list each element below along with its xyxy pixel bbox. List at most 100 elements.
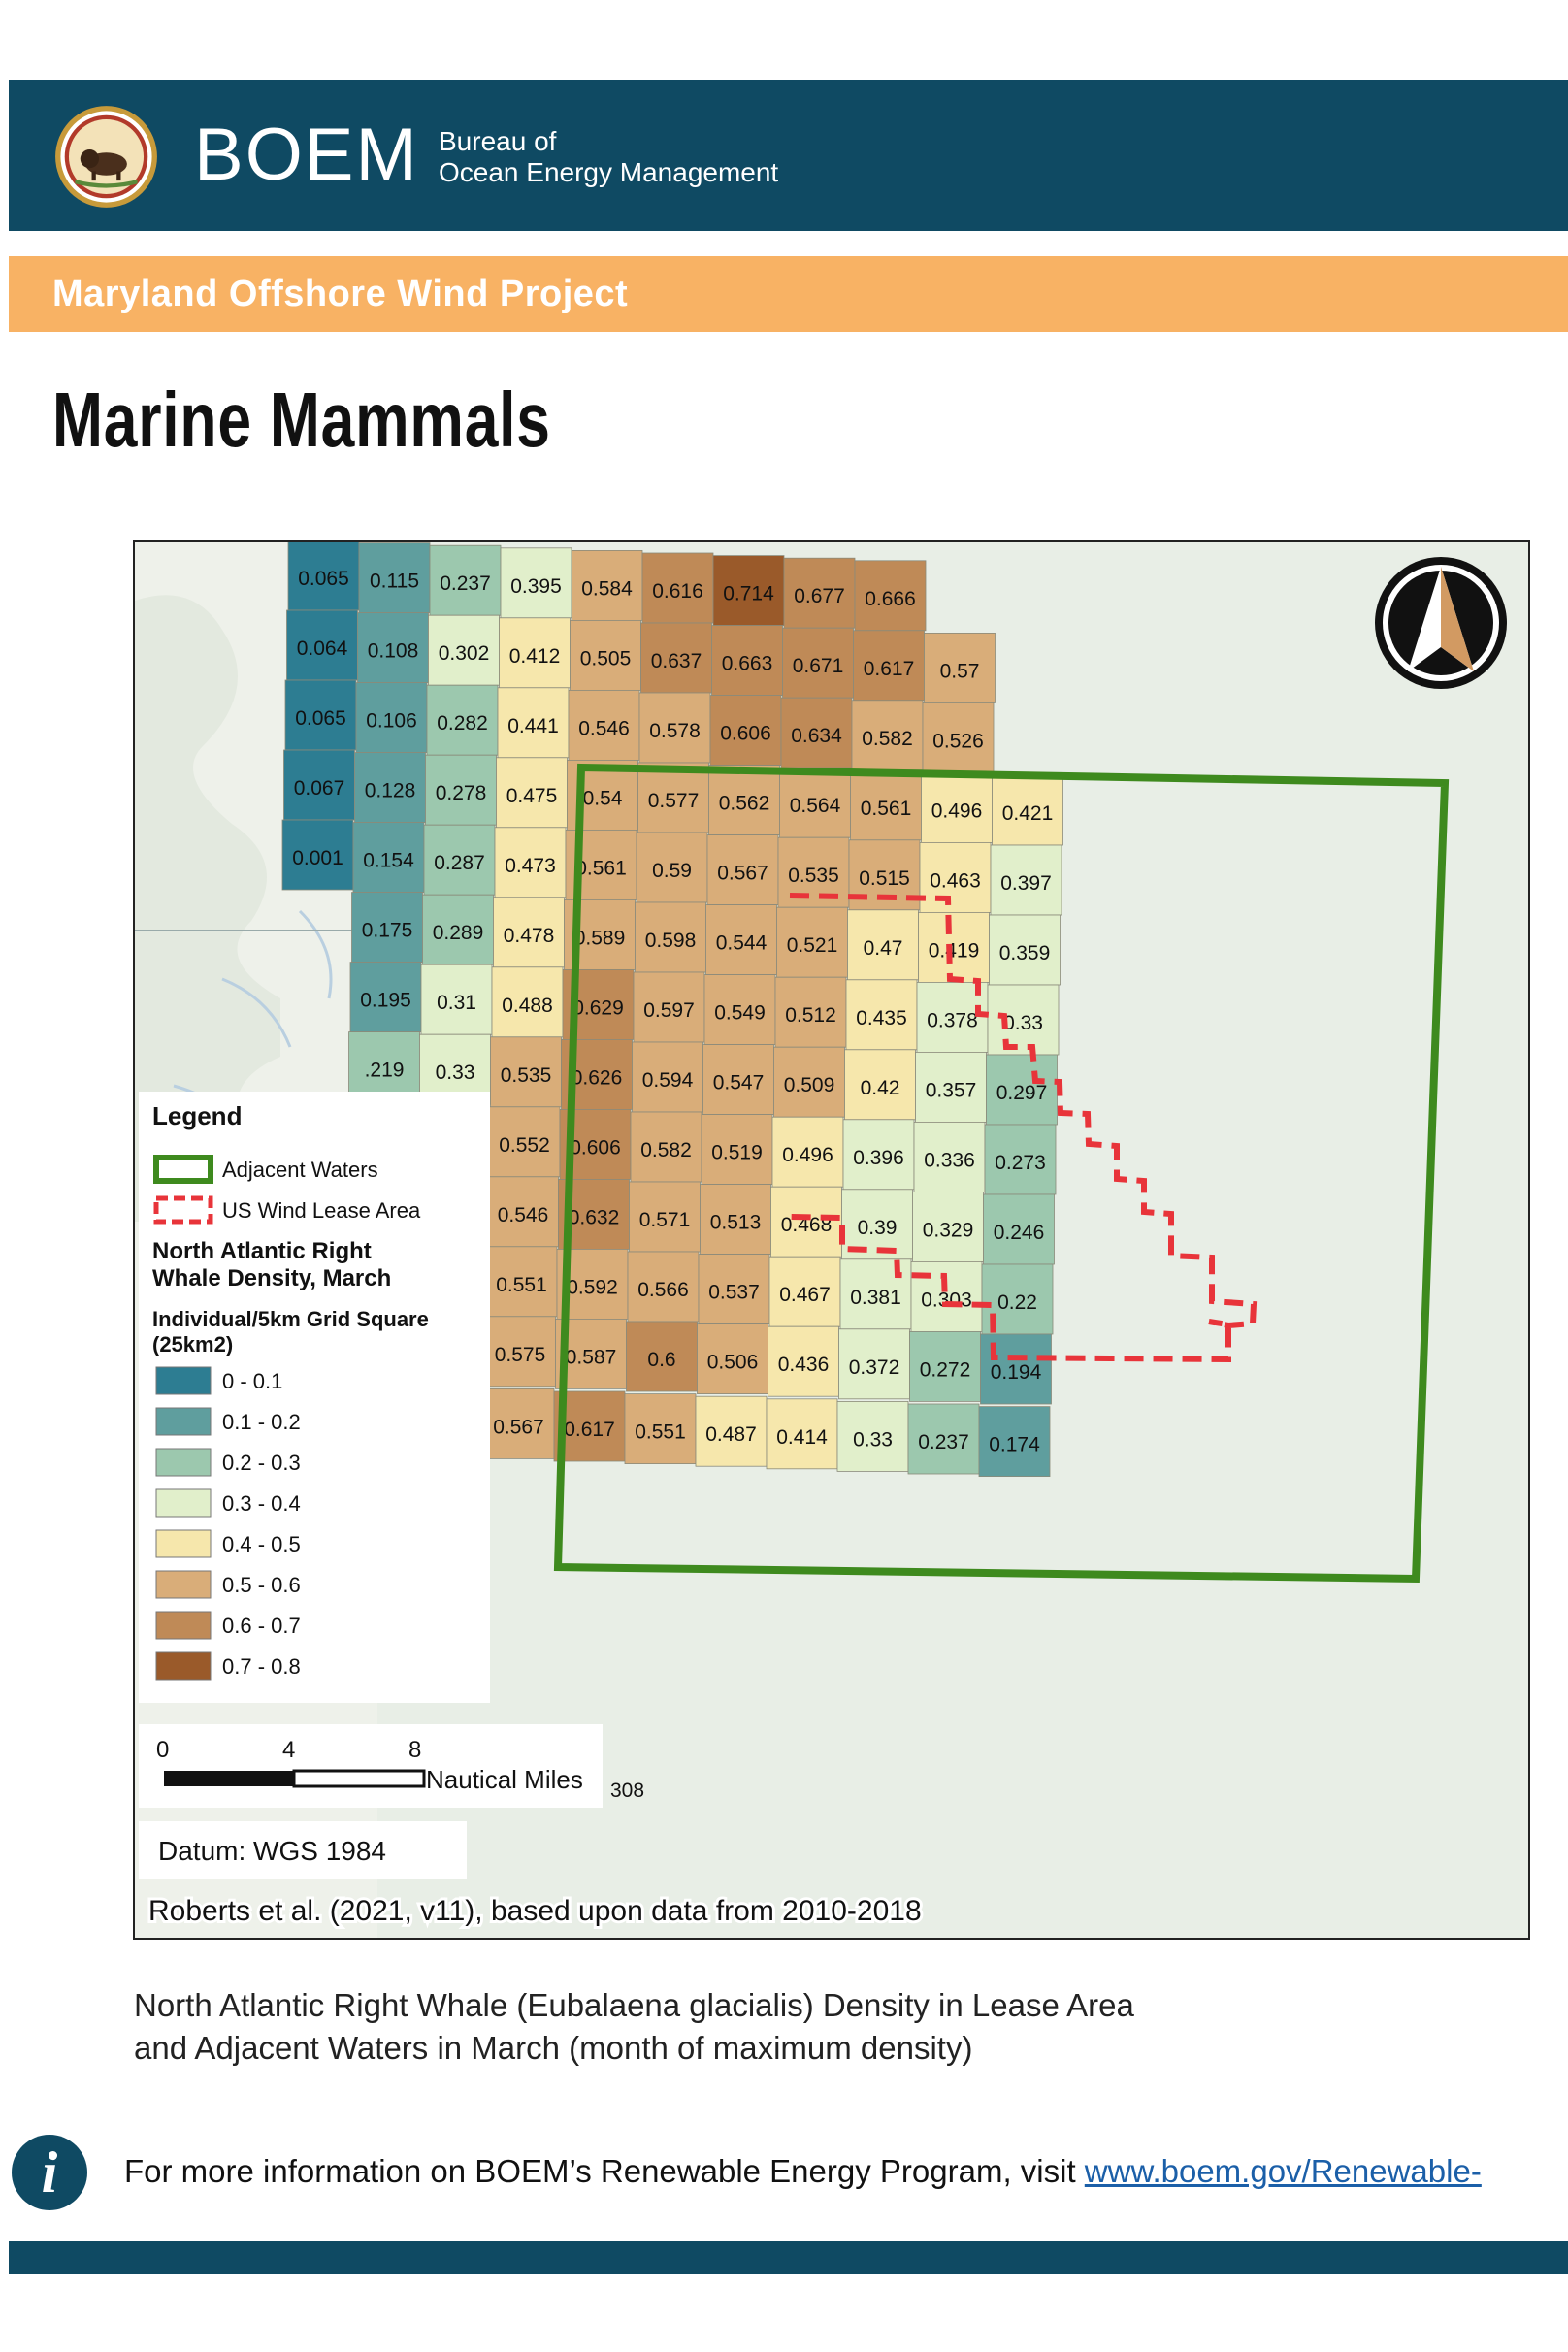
grid-cell-value: 0.634 (791, 725, 842, 747)
grid-cell-value: 0.537 (708, 1282, 760, 1304)
legend-class-swatch (155, 1570, 212, 1599)
grid-cell-value: 0.512 (785, 1004, 836, 1027)
legend-class-label: 0.7 - 0.8 (222, 1654, 301, 1679)
grid-cell-value: 0.115 (370, 571, 419, 593)
page-title: Marine Mammals (52, 376, 551, 463)
coastline (135, 595, 280, 1222)
grid-cell-value: 0.33 (1003, 1012, 1043, 1034)
grid-cell (987, 984, 1060, 1056)
grid-cell-value: 0.506 (707, 1352, 759, 1374)
grid-cell (640, 622, 712, 694)
bureau-line2: Ocean Energy Management (439, 157, 779, 187)
grid-cell-value: 0.473 (505, 855, 556, 877)
grid-cell-value: 0.395 (510, 575, 562, 598)
renewable-energy-link[interactable]: www.boem.gov/Renewable- (1084, 2153, 1482, 2189)
legend-class-label: 0.5 - 0.6 (222, 1573, 301, 1597)
grid-cell-value: 0.616 (652, 580, 703, 603)
legend-unit-1: Individual/5km Grid Square (152, 1307, 429, 1331)
grid-cell (919, 841, 992, 913)
grid-cell (984, 1124, 1057, 1195)
legend-class-swatch (155, 1651, 212, 1681)
scale-segment-1 (164, 1771, 294, 1786)
grid-cell-value: 0.562 (719, 793, 770, 815)
grid-cell-value: .219 (365, 1060, 405, 1082)
grid-cell-value: 0.414 (776, 1426, 828, 1449)
grid-cell-value: 0.289 (433, 922, 484, 944)
grid-cell-value: 0.547 (713, 1072, 765, 1094)
grid-cell (358, 542, 431, 614)
grid-cell-value: 0.31 (437, 992, 476, 1014)
grid-cell (838, 1328, 910, 1400)
grid-cell (428, 614, 500, 686)
grid-cell-value: 0.106 (366, 710, 417, 733)
grid-cell-value: 0.237 (440, 572, 491, 595)
grid-cell-value: 0.33 (853, 1428, 893, 1451)
grid-cell-value: 0.412 (509, 645, 561, 668)
grid-cell (624, 1393, 697, 1464)
grid-cell (571, 549, 643, 621)
grid-cell-value: 0.302 (439, 642, 490, 665)
grid-cell (768, 1325, 839, 1397)
grid-cell-value: 0.128 (365, 780, 416, 802)
grid-cell (907, 1403, 980, 1475)
grid-cell (487, 1176, 559, 1248)
grid-cell-value: 0.57 (940, 660, 980, 682)
legend-box (139, 1092, 490, 1703)
grid-cell-value: 0.303 (921, 1289, 972, 1311)
scale-tick-0: 0 (156, 1737, 169, 1763)
grid-cell (989, 914, 1061, 986)
grid-cell (348, 1031, 420, 1103)
lease-area-boundary (789, 893, 1258, 1363)
legend-class-swatch (155, 1407, 212, 1436)
footer-bar (9, 2241, 1568, 2274)
grid-cell (429, 544, 502, 616)
project-bar (9, 256, 1568, 332)
grid-cell-value: 0.564 (790, 795, 841, 817)
grid-cell (702, 1044, 774, 1115)
grid-cell-value: 0.567 (493, 1416, 544, 1438)
grid-cell-value: 0.287 (434, 852, 485, 874)
grid-cell-value: 0.22 (997, 1291, 1037, 1314)
grid-cell-value: 0.582 (640, 1139, 692, 1161)
grid-cell-value: 0.566 (637, 1279, 689, 1301)
grid-cell (352, 822, 425, 894)
legend-adjacent-swatch (153, 1155, 213, 1184)
grid-cell-value: 0.594 (642, 1069, 694, 1092)
info-text-body: For more information on BOEM’s Renewable… (124, 2153, 1085, 2189)
grid-cell-value: 0.246 (994, 1222, 1045, 1244)
grid-cell (420, 964, 493, 1035)
grid-cell-value: 0.272 (920, 1358, 971, 1381)
grid-cell-value: 0.065 (295, 707, 346, 730)
grid-cell-value: 0.6 (647, 1349, 675, 1371)
legend-class-label: 0 - 0.1 (222, 1369, 282, 1393)
grid-cell (568, 689, 640, 761)
scale-tick-4: 4 (282, 1737, 295, 1763)
grid-cell (770, 1186, 842, 1258)
grid-cell (284, 679, 357, 751)
legend-lease-label: US Wind Lease Area (222, 1198, 421, 1223)
grid-cell-value: 0.174 (989, 1434, 1040, 1456)
grid-cell-value: 0.597 (643, 999, 695, 1022)
legend-class-swatch (155, 1366, 212, 1395)
grid-cell-value: 0.488 (502, 995, 553, 1017)
grid-cell-value: 0.496 (931, 800, 983, 822)
grid-cell-value: 0.421 (1002, 802, 1054, 825)
grid-cell-value: 0.372 (849, 1356, 900, 1379)
grid-cell (853, 630, 925, 702)
density-map: 0.065 0.115 0.237 0.395 0.584 0.616 0.714 0.677… (133, 540, 1530, 1940)
grid-cell-value: 0.59 (652, 860, 692, 882)
grid-cell (283, 749, 355, 821)
grid-cell (844, 1049, 916, 1121)
grid-cell-value: 0.195 (360, 990, 411, 1012)
scale-unit: Nautical Miles (426, 1765, 583, 1794)
grid-cell (711, 625, 783, 696)
grid-cell (703, 974, 776, 1046)
grid-cell (627, 1251, 700, 1323)
project-title: Maryland Offshore Wind Project (52, 274, 629, 314)
grid-cell-value: 0.617 (564, 1419, 615, 1441)
grid-cell-value: 0.617 (864, 658, 915, 680)
grid-cell (636, 832, 708, 903)
legend-classes: 0 - 0.1 0.1 - 0.2 0.2 - 0.3 0.3 - 0.4 0.4 - … (155, 1366, 301, 1681)
bureau-name: Bureau of Ocean Energy Management (439, 126, 778, 188)
grid-cell (779, 767, 851, 838)
